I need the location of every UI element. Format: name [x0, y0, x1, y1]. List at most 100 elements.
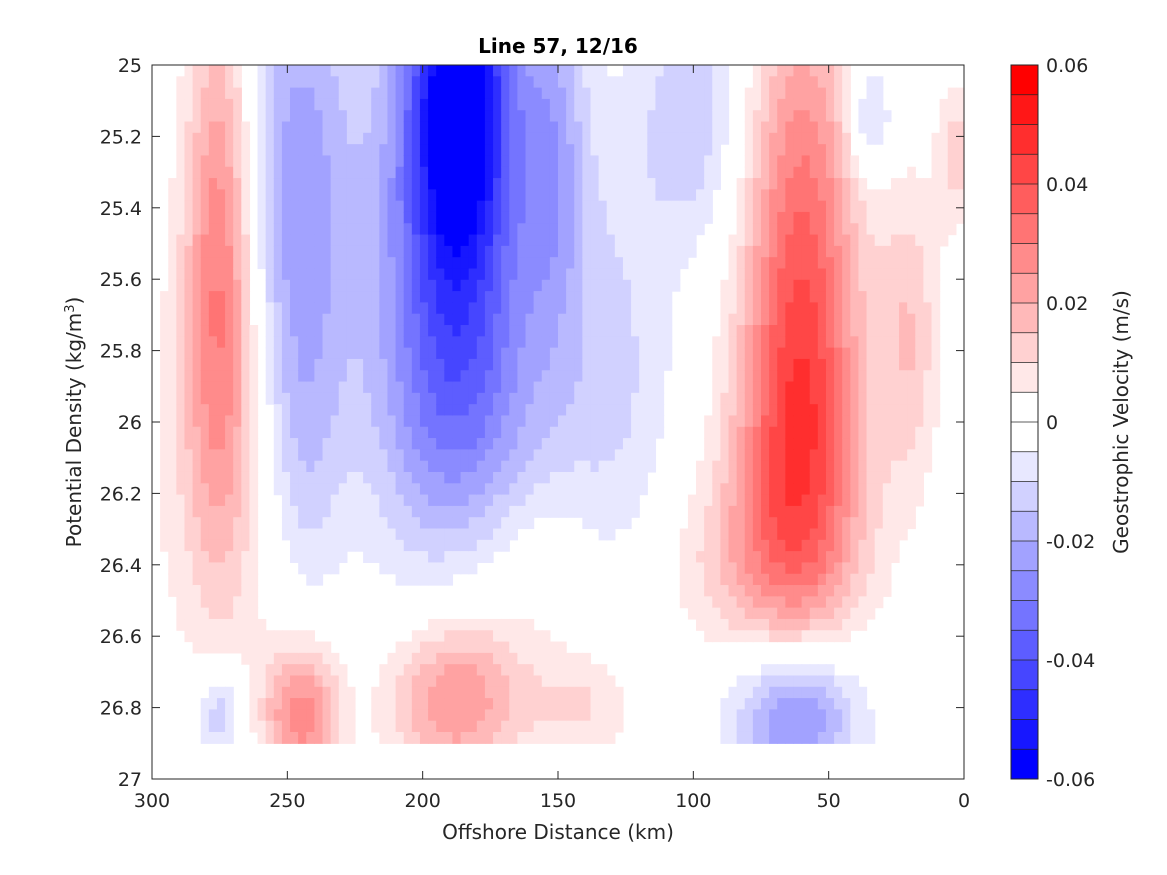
- contour-cell: [241, 528, 251, 541]
- contour-cell: [858, 460, 868, 473]
- contour-cell: [639, 189, 648, 202]
- contour-cell: [387, 483, 397, 496]
- contour-cell: [403, 144, 413, 157]
- contour-cell: [371, 121, 380, 134]
- contour-cell: [582, 347, 592, 360]
- contour-cell: [493, 110, 502, 123]
- contour-cell: [176, 155, 186, 168]
- contour-cell: [419, 234, 429, 247]
- contour-cell: [371, 87, 380, 100]
- contour-cell: [793, 528, 803, 541]
- contour-cell: [931, 325, 941, 337]
- contour-cell: [233, 585, 242, 597]
- contour-cell: [419, 562, 429, 575]
- contour-cell: [801, 404, 811, 417]
- contour-cell: [460, 686, 470, 699]
- contour-cell: [866, 211, 876, 224]
- contour-cell: [890, 189, 900, 202]
- contour-cell: [306, 630, 315, 643]
- contour-cell: [411, 302, 421, 315]
- contour-cell: [395, 211, 405, 224]
- contour-cell: [517, 618, 527, 631]
- contour-cell: [825, 607, 835, 620]
- contour-cell: [216, 279, 226, 292]
- contour-cell: [257, 630, 267, 643]
- contour-cell: [314, 381, 324, 394]
- contour-cell: [395, 539, 405, 552]
- contour-cell: [858, 415, 868, 428]
- contour-cell: [241, 347, 251, 360]
- contour-cell: [200, 279, 210, 292]
- contour-cell: [834, 483, 843, 496]
- contour-cell: [890, 449, 900, 462]
- contour-cell: [436, 630, 445, 643]
- contour-cell: [582, 731, 592, 744]
- contour-cell: [590, 347, 600, 360]
- contour-cell: [200, 98, 210, 111]
- contour-cell: [882, 110, 892, 123]
- contour-cell: [639, 245, 648, 258]
- contour-cell: [842, 404, 851, 417]
- contour-cell: [915, 325, 924, 337]
- contour-cell: [777, 381, 786, 394]
- contour-cell: [533, 652, 543, 665]
- contour-cell: [436, 698, 445, 710]
- contour-cell: [614, 291, 624, 303]
- contour-cell: [338, 110, 348, 123]
- contour-cell: [817, 596, 827, 609]
- contour-cell: [874, 98, 884, 111]
- contour-cell: [549, 404, 559, 417]
- contour-cell: [265, 325, 275, 337]
- contour-cell: [208, 132, 218, 145]
- contour-cell: [574, 652, 583, 665]
- contour-cell: [777, 675, 786, 688]
- contour-cell: [468, 245, 478, 258]
- contour-cell: [468, 87, 478, 100]
- contour-cell: [598, 245, 608, 258]
- contour-cell: [679, 200, 689, 213]
- contour-cell: [476, 528, 486, 541]
- contour-cell: [574, 494, 583, 507]
- contour-cell: [208, 223, 218, 236]
- contour-cell: [655, 302, 665, 315]
- contour-cell: [273, 381, 283, 394]
- contour-cell: [761, 358, 770, 371]
- contour-cell: [834, 370, 843, 383]
- contour-cell: [298, 370, 307, 383]
- contour-cell: [801, 110, 811, 123]
- contour-cell: [899, 381, 908, 394]
- contour-cell: [419, 155, 429, 168]
- contour-cell: [468, 110, 478, 123]
- contour-cell: [452, 347, 462, 360]
- contour-cell: [874, 87, 884, 100]
- contour-cell: [558, 720, 567, 733]
- contour-cell: [200, 551, 210, 564]
- contour-cell: [769, 731, 778, 744]
- contour-cell: [533, 144, 543, 157]
- contour-cell: [769, 325, 778, 337]
- contour-cell: [736, 392, 746, 405]
- contour-cell: [866, 110, 876, 123]
- contour-cell: [208, 313, 218, 326]
- contour-cell: [955, 144, 965, 157]
- contour-cell: [761, 471, 770, 484]
- contour-cell: [834, 234, 843, 247]
- contour-cell: [216, 528, 226, 541]
- contour-cell: [200, 618, 210, 631]
- contour-cell: [777, 279, 786, 292]
- contour-cell: [403, 121, 413, 134]
- contour-cell: [184, 528, 194, 541]
- contour-cell: [493, 87, 502, 100]
- contour-cell: [509, 211, 518, 224]
- contour-cell: [631, 223, 640, 236]
- contour-cell: [200, 709, 210, 722]
- contour-cell: [355, 358, 364, 371]
- contour-cell: [200, 325, 210, 337]
- contour-cell: [769, 98, 778, 111]
- contour-cell: [549, 686, 559, 699]
- contour-cell: [281, 664, 291, 677]
- contour-cell: [322, 539, 332, 552]
- contour-cell: [809, 630, 819, 643]
- contour-cell: [322, 245, 332, 258]
- contour-cell: [419, 438, 429, 450]
